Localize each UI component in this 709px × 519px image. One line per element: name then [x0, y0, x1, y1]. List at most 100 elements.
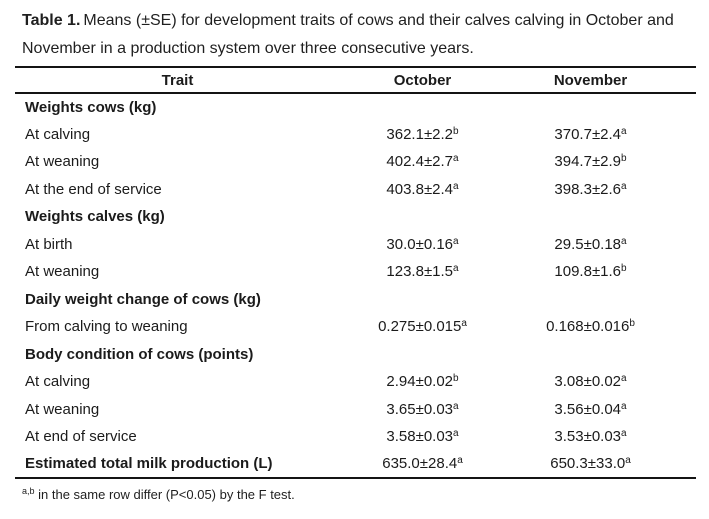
- october-superscript: a: [453, 428, 459, 440]
- column-header-october: October: [340, 67, 505, 94]
- october-cell: 402.4±2.7a: [340, 148, 505, 176]
- november-superscript: a: [621, 125, 627, 137]
- october-cell: 0.275±0.015a: [340, 313, 505, 341]
- october-cell: 30.0±0.16a: [340, 231, 505, 259]
- trait-cell: Weights calves (kg): [15, 203, 340, 231]
- table-caption: Table 1. Means (±SE) for development trai…: [22, 7, 696, 62]
- trait-label: At weaning: [25, 263, 100, 281]
- table-body: Weights cows (kg) At calving 362.1±2.2b …: [15, 93, 696, 478]
- trait-label: Estimated total milk production (L): [25, 455, 273, 473]
- october-cell: 362.1±2.2b: [340, 121, 505, 149]
- trait-label: At calving: [25, 125, 91, 143]
- footnote: a,b in the same row differ (P<0.05) by t…: [22, 485, 295, 502]
- october-cell: [340, 203, 505, 231]
- table-row: At weaning 402.4±2.7a 394.7±2.9b: [15, 148, 696, 176]
- trait-cell: At weaning: [15, 258, 340, 286]
- total-row: Estimated total milk production (L) 635.…: [15, 451, 696, 479]
- trait-cell: From calving to weaning: [15, 313, 340, 341]
- november-value: 29.5±0.18: [554, 235, 622, 253]
- november-superscript: b: [621, 263, 627, 275]
- november-superscript: a: [621, 400, 627, 412]
- november-cell: 0.168±0.016b: [505, 313, 696, 341]
- trait-cell: Weights cows (kg): [15, 93, 340, 121]
- trait-label: Weights calves (kg): [25, 208, 165, 226]
- november-superscript: a: [621, 235, 627, 247]
- header-row: Trait October November: [15, 67, 696, 94]
- october-cell: 403.8±2.4a: [340, 176, 505, 204]
- november-cell: 3.08±0.02a: [505, 368, 696, 396]
- table-caption-label: Table 1.: [22, 12, 81, 29]
- november-cell: [505, 93, 696, 121]
- column-header-trait: Trait: [15, 67, 340, 94]
- footnote-superscript: a,b: [22, 485, 35, 496]
- november-superscript: a: [621, 373, 627, 385]
- section-row: Weights cows (kg): [15, 93, 696, 121]
- october-cell: [340, 286, 505, 314]
- november-cell: 3.56±0.04a: [505, 396, 696, 424]
- november-cell: 650.3±33.0a: [505, 451, 696, 479]
- trait-label: Body condition of cows (points): [25, 345, 254, 363]
- october-value: 635.0±28.4: [382, 455, 458, 473]
- trait-label: At birth: [25, 235, 73, 253]
- november-superscript: b: [621, 153, 627, 165]
- october-superscript: a: [453, 235, 459, 247]
- october-value: 2.94±0.02: [386, 373, 454, 391]
- trait-cell: At birth: [15, 231, 340, 259]
- october-value: 3.58±0.03: [386, 428, 454, 446]
- trait-cell: At calving: [15, 121, 340, 149]
- october-superscript: a: [457, 455, 463, 467]
- trait-label: At calving: [25, 373, 91, 391]
- october-cell: 123.8±1.5a: [340, 258, 505, 286]
- trait-cell: At calving: [15, 368, 340, 396]
- november-cell: 3.53±0.03a: [505, 423, 696, 451]
- october-value: 123.8±1.5: [386, 263, 454, 281]
- october-value: 3.65±0.03: [386, 400, 454, 418]
- november-cell: [505, 286, 696, 314]
- october-value: 0.275±0.015: [378, 318, 462, 336]
- november-cell: 398.3±2.6a: [505, 176, 696, 204]
- november-value: 0.168±0.016: [546, 318, 630, 336]
- november-superscript: a: [625, 455, 631, 467]
- november-superscript: b: [629, 318, 635, 330]
- table-row: At birth 30.0±0.16a 29.5±0.18a: [15, 231, 696, 259]
- november-value: 394.7±2.9: [554, 153, 622, 171]
- october-cell: 3.58±0.03a: [340, 423, 505, 451]
- november-cell: 109.8±1.6b: [505, 258, 696, 286]
- november-value: 109.8±1.6: [554, 263, 622, 281]
- trait-cell: Daily weight change of cows (kg): [15, 286, 340, 314]
- section-row: Daily weight change of cows (kg): [15, 286, 696, 314]
- october-value: 362.1±2.2: [386, 125, 454, 143]
- trait-label: Weights cows (kg): [25, 98, 157, 116]
- november-cell: 394.7±2.9b: [505, 148, 696, 176]
- october-superscript: a: [453, 180, 459, 192]
- trait-cell: At end of service: [15, 423, 340, 451]
- october-value: 30.0±0.16: [386, 235, 454, 253]
- october-cell: 2.94±0.02b: [340, 368, 505, 396]
- table-row: At end of service 3.58±0.03a 3.53±0.03a: [15, 423, 696, 451]
- trait-cell: At weaning: [15, 148, 340, 176]
- trait-label: At weaning: [25, 153, 100, 171]
- november-cell: [505, 203, 696, 231]
- column-header-november: November: [505, 67, 696, 94]
- november-value: 3.08±0.02: [554, 373, 622, 391]
- november-cell: [505, 341, 696, 369]
- november-value: 650.3±33.0: [550, 455, 626, 473]
- trait-cell: Body condition of cows (points): [15, 341, 340, 369]
- october-superscript: b: [453, 373, 459, 385]
- footnote-text: in the same row differ (P<0.05) by the F…: [34, 487, 295, 502]
- november-superscript: a: [621, 180, 627, 192]
- trait-label: At end of service: [25, 428, 137, 446]
- november-value: 3.56±0.04: [554, 400, 622, 418]
- october-value: 403.8±2.4: [386, 180, 454, 198]
- october-cell: 3.65±0.03a: [340, 396, 505, 424]
- november-cell: 370.7±2.4a: [505, 121, 696, 149]
- october-superscript: a: [453, 153, 459, 165]
- november-cell: 29.5±0.18a: [505, 231, 696, 259]
- november-value: 3.53±0.03: [554, 428, 622, 446]
- october-cell: 635.0±28.4a: [340, 451, 505, 479]
- november-value: 370.7±2.4: [554, 125, 622, 143]
- table-row: At the end of service 403.8±2.4a 398.3±2…: [15, 176, 696, 204]
- trait-cell: At weaning: [15, 396, 340, 424]
- november-value: 398.3±2.6: [554, 180, 622, 198]
